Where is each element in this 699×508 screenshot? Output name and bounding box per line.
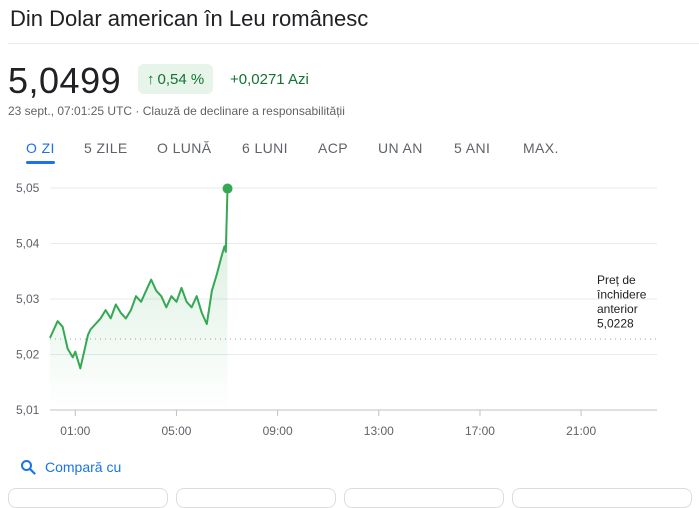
x-tick-label: 21:00	[566, 424, 596, 438]
x-tick-label: 01:00	[60, 424, 90, 438]
x-tick-label: 05:00	[161, 424, 191, 438]
y-tick-label: 5,01	[16, 403, 40, 417]
change-percent-badge: ↑ 0,54 %	[138, 64, 214, 94]
tab-5-years[interactable]: 5 ANI	[454, 140, 491, 156]
header-divider	[8, 43, 699, 44]
tab-max[interactable]: MAX.	[523, 140, 559, 156]
tab-5-days[interactable]: 5 ZILE	[84, 140, 128, 156]
tab-6-months[interactable]: 6 LUNI	[242, 140, 288, 156]
y-tick-label: 5,02	[16, 348, 40, 362]
y-tick-label: 5,05	[16, 181, 40, 195]
arrow-up-icon: ↑	[147, 70, 155, 88]
tab-1-day[interactable]: O ZI	[26, 140, 55, 164]
y-tick-label: 5,03	[16, 292, 40, 306]
timestamp-disclaimer: 23 sept., 07:01:25 UTC · Clauză de decli…	[8, 104, 345, 118]
compare-with-button[interactable]: Compară cu	[20, 459, 121, 475]
previous-close-label: închidere	[596, 287, 647, 301]
price-chart[interactable]: 5,01 5,02 5,03 5,04 5,05 01:00 05:00 09:00 13:0…	[0, 170, 699, 442]
change-percent-value: 0,54 %	[157, 70, 205, 88]
current-price-dot	[222, 183, 233, 194]
compare-card[interactable]	[344, 488, 504, 508]
compare-card[interactable]	[176, 488, 336, 508]
y-tick-label: 5,04	[16, 237, 40, 251]
search-icon	[21, 460, 36, 475]
tab-ytd[interactable]: ACP	[318, 140, 348, 156]
tab-1-year[interactable]: UN AN	[378, 140, 423, 156]
x-tick-label: 13:00	[364, 424, 394, 438]
current-price: 5,0499	[8, 60, 122, 101]
compare-label: Compară cu	[45, 459, 122, 475]
previous-close-value: 5,0228	[597, 316, 634, 330]
compare-card[interactable]	[8, 488, 168, 508]
previous-close-label: anterior	[597, 302, 638, 316]
compare-card[interactable]	[512, 488, 692, 508]
change-absolute: +0,0271 Azi	[230, 71, 309, 88]
tab-1-month[interactable]: O LUNĂ	[157, 140, 212, 156]
x-tick-label: 17:00	[465, 424, 495, 438]
page-title: Din Dolar american în Leu românesc	[10, 6, 369, 31]
previous-close-label: Preț de	[597, 273, 636, 287]
x-tick-label: 09:00	[263, 424, 293, 438]
price-line	[49, 188, 229, 370]
